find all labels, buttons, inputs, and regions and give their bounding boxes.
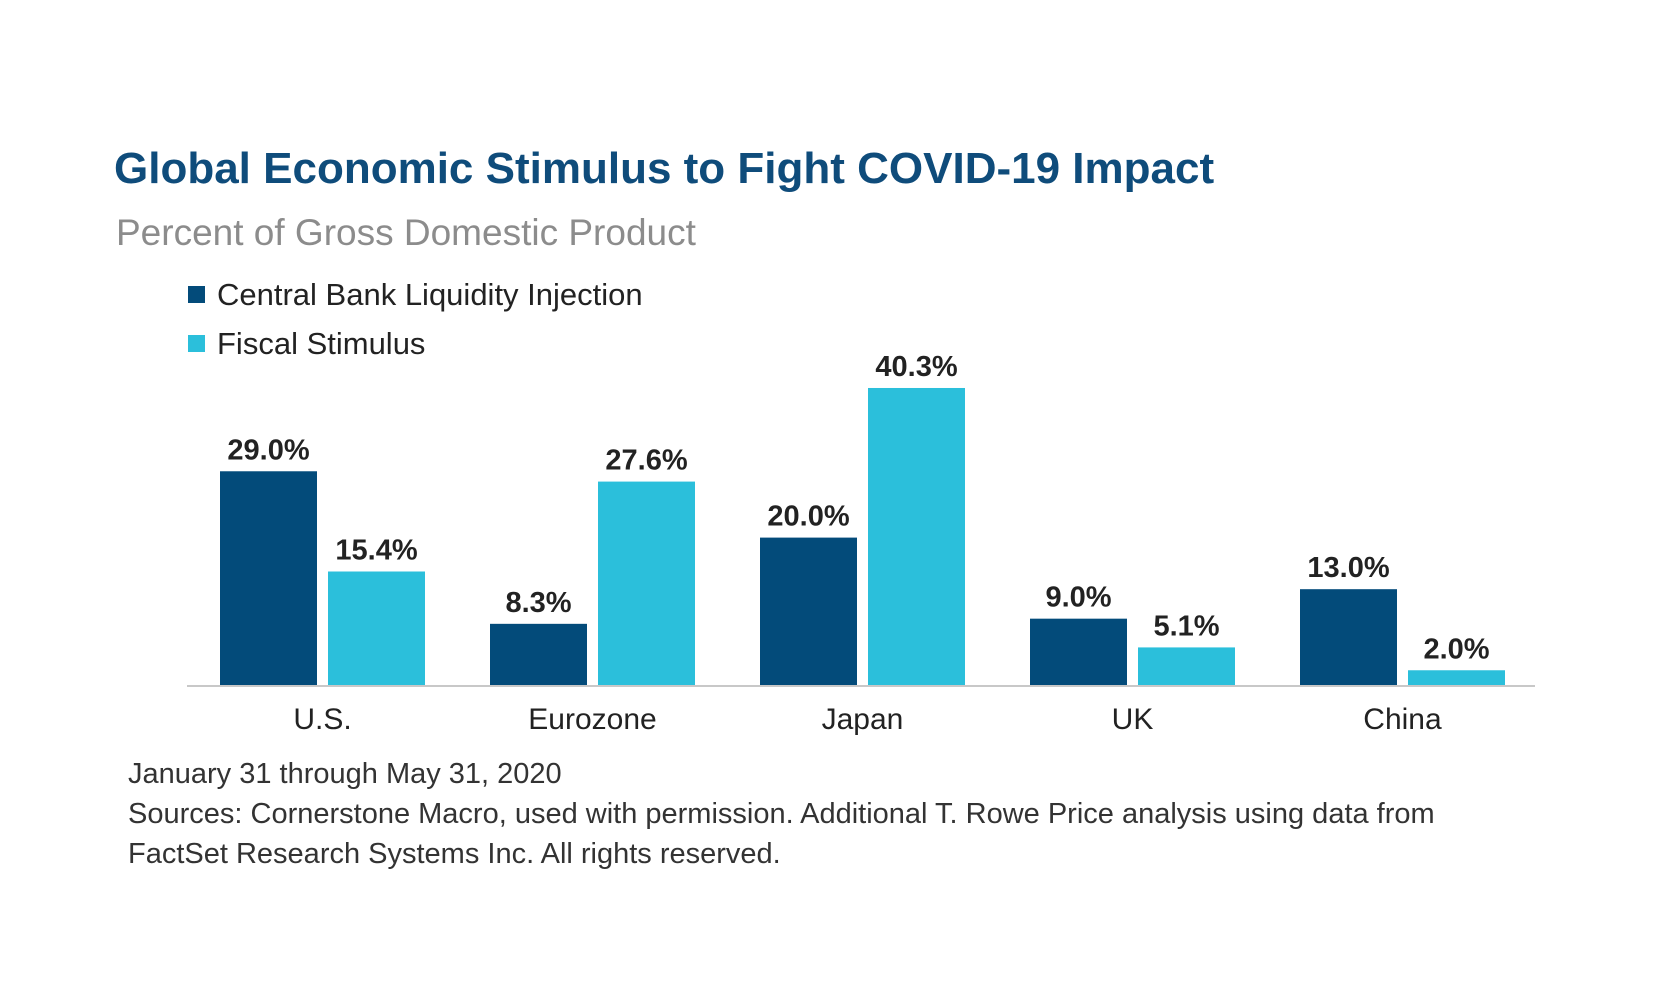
legend-item-fiscal: Fiscal Stimulus [188,319,643,368]
bar-fiscal-eurozone [598,481,695,685]
category-label-china: China [1363,703,1442,736]
data-label-central-bank-eurozone: 8.3% [505,587,571,619]
data-label-central-bank-uk: 9.0% [1045,582,1111,614]
legend-label-fiscal: Fiscal Stimulus [217,325,426,361]
category-label-japan: Japan [822,703,904,736]
bar-central-bank-japan [760,537,857,685]
chart-footnote: January 31 through May 31, 2020 Sources:… [128,754,1568,874]
data-label-fiscal-eurozone: 27.6% [605,445,687,477]
bar-fiscal-japan [868,387,965,685]
chart-title: Global Economic Stimulus to Fight COVID-… [114,144,1215,193]
category-label-uk: UK [1112,703,1154,736]
bar-fiscal-china [1408,670,1505,685]
bar-fiscal-uk [1138,647,1235,685]
legend-label-central-bank: Central Bank Liquidity Injection [217,276,643,312]
data-label-fiscal-u-s: 15.4% [335,535,417,567]
footnote-sources-line1: Sources: Cornerstone Macro, used with pe… [128,798,1435,830]
data-label-central-bank-china: 13.0% [1307,552,1389,584]
chart-subtitle: Percent of Gross Domestic Product [116,212,696,253]
data-label-central-bank-u-s: 29.0% [227,434,309,466]
footnote-sources-line2: FactSet Research Systems Inc. All rights… [128,838,781,870]
bar-central-bank-eurozone [490,623,587,685]
bar-fiscal-u-s [328,571,425,685]
data-label-fiscal-uk: 5.1% [1153,610,1219,642]
bar-central-bank-u-s [220,471,317,685]
footnote-period: January 31 through May 31, 2020 [128,758,562,790]
category-label-eurozone: Eurozone [528,703,656,736]
data-label-fiscal-china: 2.0% [1423,633,1489,665]
data-label-fiscal-japan: 40.3% [875,351,957,383]
legend-item-central-bank: Central Bank Liquidity Injection [188,270,643,319]
bar-central-bank-uk [1030,618,1127,685]
chart-legend: Central Bank Liquidity Injection Fiscal … [188,270,643,368]
data-label-central-bank-japan: 20.0% [767,501,849,533]
legend-swatch-central-bank [188,286,205,303]
category-label-u-s: U.S. [293,703,351,736]
bar-central-bank-china [1300,589,1397,685]
legend-swatch-fiscal [188,335,205,352]
